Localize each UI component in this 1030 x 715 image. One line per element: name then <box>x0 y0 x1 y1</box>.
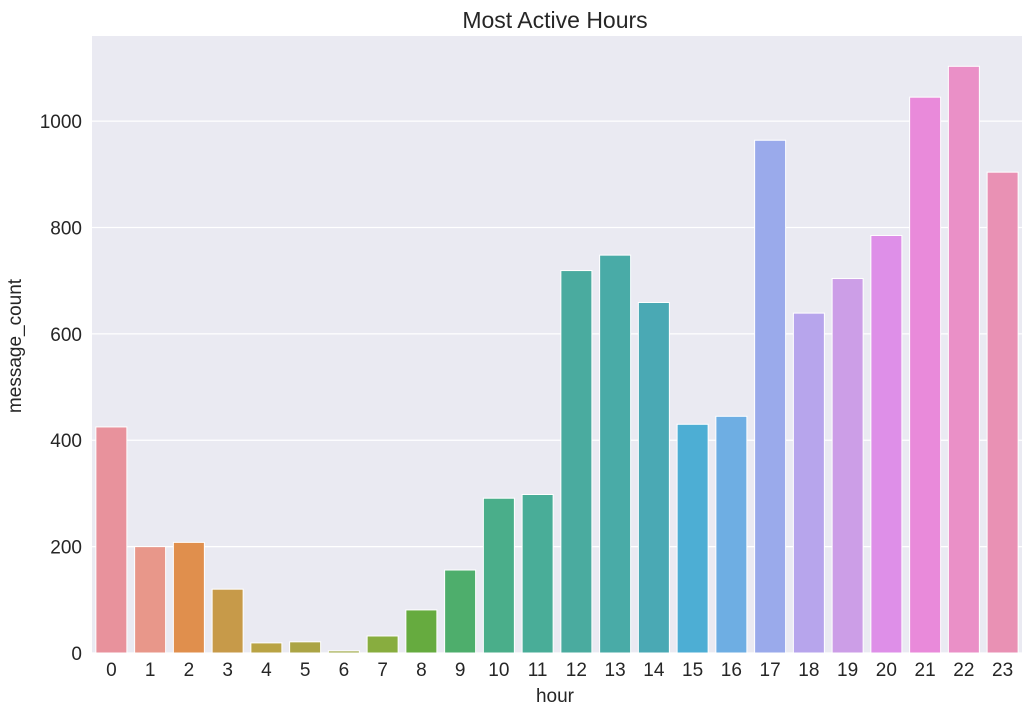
x-tick-label: 10 <box>488 660 509 681</box>
x-tick-label: 11 <box>528 660 548 681</box>
bar-hour-10 <box>483 498 514 653</box>
x-tick-label: 3 <box>222 660 233 681</box>
x-axis-label: hour <box>536 686 575 707</box>
bar-hour-18 <box>793 313 824 653</box>
bar-hour-16 <box>716 416 747 653</box>
bar-hour-22 <box>948 66 979 653</box>
chart-title: Most Active Hours <box>462 7 647 33</box>
x-tick-label: 13 <box>605 660 626 681</box>
bar-hour-20 <box>871 235 902 653</box>
x-tick-label: 8 <box>416 660 427 681</box>
bar-hour-7 <box>367 636 398 653</box>
y-tick-label: 200 <box>50 538 82 559</box>
bar-hour-5 <box>290 642 321 653</box>
x-tick-label: 7 <box>377 660 388 681</box>
x-tick-labels: 0 1 2 3 4 5 6 7 8 9 10 11 12 13 14 15 16 17 18 19 20 21 22 23 <box>106 660 1013 681</box>
x-tick-label: 1 <box>145 660 156 681</box>
bar-hour-8 <box>406 610 437 653</box>
x-tick-label: 18 <box>798 660 819 681</box>
y-tick-label: 1000 <box>40 112 82 133</box>
x-tick-label: 17 <box>760 660 781 681</box>
x-tick-label: 9 <box>455 660 466 681</box>
x-tick-label: 21 <box>915 660 936 681</box>
bar-hour-21 <box>910 97 941 653</box>
y-tick-label: 400 <box>50 431 82 452</box>
y-tick-label: 600 <box>50 325 82 346</box>
bar-hour-3 <box>212 589 243 653</box>
x-tick-label: 2 <box>184 660 195 681</box>
y-tick-label: 0 <box>71 644 82 665</box>
bar-hour-4 <box>251 643 282 653</box>
x-tick-label: 0 <box>106 660 117 681</box>
bar-hour-2 <box>173 542 204 653</box>
x-tick-label: 5 <box>300 660 311 681</box>
x-tick-label: 22 <box>953 660 974 681</box>
bar-hour-11 <box>522 494 553 653</box>
x-tick-label: 16 <box>721 660 742 681</box>
x-tick-label: 12 <box>566 660 587 681</box>
y-tick-labels: 0 200 400 600 800 1000 <box>40 112 82 665</box>
bar-hour-17 <box>755 140 786 653</box>
y-axis-label: message_count <box>5 278 26 413</box>
bar-hour-9 <box>445 570 476 653</box>
x-tick-label: 19 <box>837 660 858 681</box>
y-tick-label: 800 <box>50 218 82 239</box>
x-tick-label: 23 <box>992 660 1013 681</box>
x-tick-label: 15 <box>682 660 703 681</box>
x-tick-label: 6 <box>339 660 350 681</box>
bar-hour-13 <box>600 255 631 653</box>
x-tick-label: 14 <box>643 660 665 681</box>
bar-hour-23 <box>987 172 1018 653</box>
bar-hour-6 <box>328 651 359 653</box>
bar-hour-19 <box>832 279 863 653</box>
bar-hour-0 <box>96 427 127 653</box>
bar-hour-14 <box>638 302 669 653</box>
x-tick-label: 20 <box>876 660 897 681</box>
x-tick-label: 4 <box>261 660 272 681</box>
bar-hour-15 <box>677 424 708 653</box>
bar-hour-12 <box>561 271 592 653</box>
bar-hour-1 <box>135 547 166 653</box>
